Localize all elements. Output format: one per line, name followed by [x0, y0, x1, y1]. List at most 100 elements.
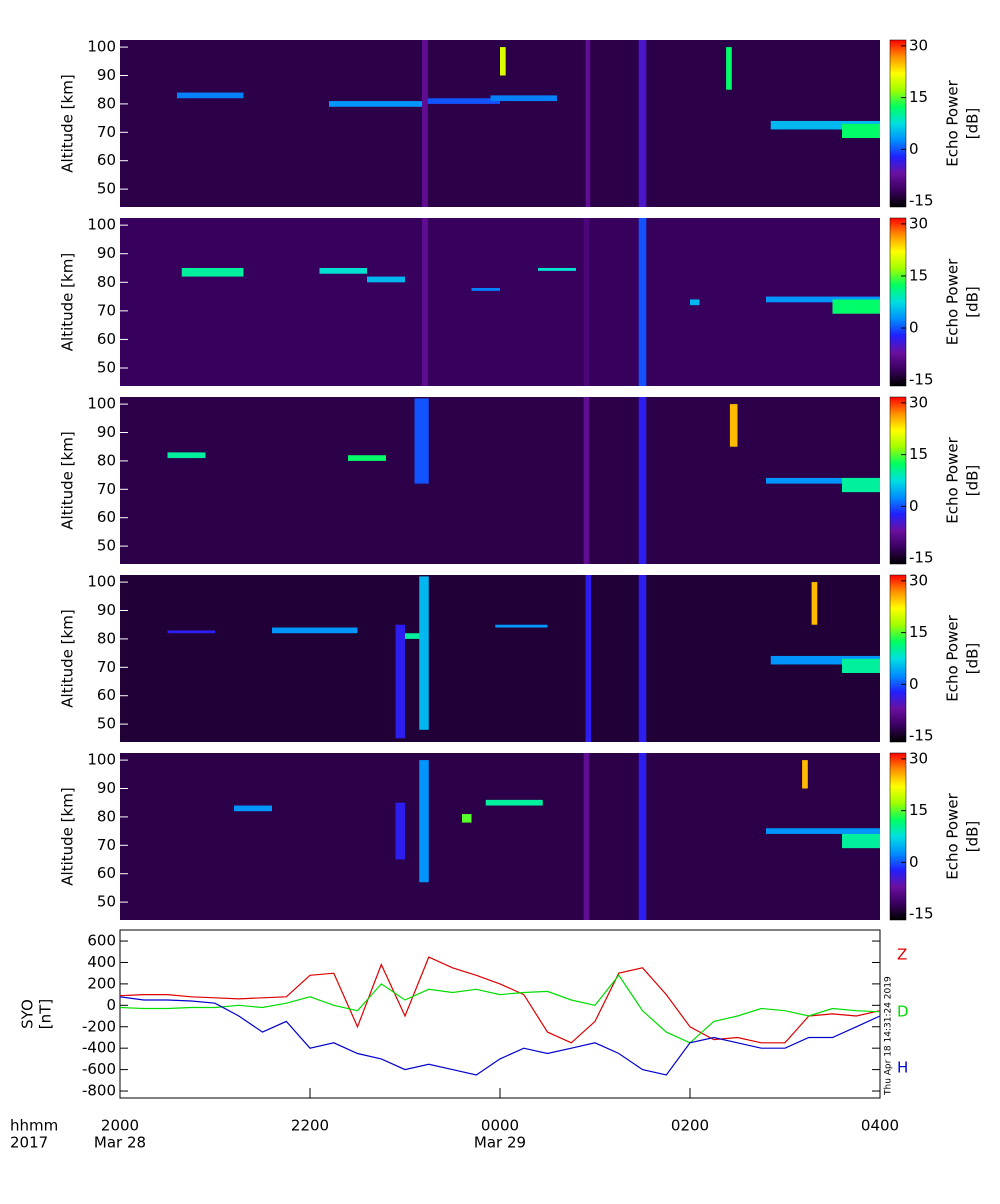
background — [120, 218, 880, 386]
colorbar-unit: [dB] — [964, 821, 982, 853]
echo — [500, 47, 506, 76]
colorbar-tick-label: -15 — [909, 727, 934, 745]
colorbar — [889, 217, 907, 387]
colorbar-unit: [dB] — [964, 286, 982, 318]
colorbar-tick-label: 15 — [909, 266, 928, 284]
y-axis-label: Altitude [km] — [59, 74, 77, 172]
echo — [842, 123, 880, 138]
y-tick-label: 50 — [97, 180, 116, 198]
y-tick-label: 70 — [97, 658, 116, 676]
colorbar-tick-label: 15 — [909, 88, 928, 106]
y-tick-label: 100 — [87, 216, 116, 234]
y-tick-label: -800 — [82, 1082, 116, 1100]
echo — [583, 397, 590, 564]
y-tick-label: 50 — [97, 537, 116, 555]
legend-label: Z — [897, 946, 907, 964]
y-tick-label: 80 — [97, 94, 116, 112]
y-tick-label: 200 — [87, 974, 116, 992]
y-tick-label: 100 — [87, 751, 116, 769]
y-axis-label: Altitude [km] — [59, 609, 77, 707]
colorbar-tick-label: 30 — [909, 749, 928, 767]
x-tick-label: 0400 — [861, 1117, 899, 1135]
colorbar-tick-label: 0 — [909, 140, 919, 158]
colorbar-tick-label: 30 — [909, 571, 928, 589]
y-tick-label: 60 — [97, 686, 116, 704]
y-tick-label: 60 — [97, 864, 116, 882]
echo — [766, 828, 880, 834]
y-tick-label: 0 — [106, 996, 116, 1014]
echo — [638, 218, 647, 386]
y-tick-label: 50 — [97, 359, 116, 377]
echo — [583, 218, 590, 386]
y-axis-label: Altitude [km] — [59, 787, 77, 885]
date-label: Mar 28 — [94, 1134, 146, 1152]
colorbar — [889, 752, 907, 921]
y-tick-label: 90 — [97, 601, 116, 619]
echo — [367, 276, 405, 283]
colorbar-label: Echo Power — [944, 436, 962, 523]
colorbar-tick-label: 30 — [909, 214, 928, 232]
y-tick-label: 60 — [97, 330, 116, 348]
echo — [538, 268, 576, 271]
y-tick-label: 100 — [87, 38, 116, 56]
echo — [181, 268, 244, 277]
y-tick-label: -200 — [82, 1017, 116, 1035]
x-tick-label: 2000 — [101, 1117, 139, 1135]
y-tick-label: 50 — [97, 715, 116, 733]
y-tick-label: 80 — [97, 451, 116, 469]
y-tick-label: 50 — [97, 893, 116, 911]
colorbar-tick-label: 30 — [909, 393, 928, 411]
y-axis-label: Altitude [km] — [59, 431, 77, 529]
echo — [585, 40, 591, 207]
echo — [419, 576, 429, 730]
series-line — [119, 996, 881, 1076]
y-tick-label: 90 — [97, 779, 116, 797]
colorbar-unit: [dB] — [964, 465, 982, 497]
colorbar-tick-label: 15 — [909, 445, 928, 463]
y-tick-label: 90 — [97, 244, 116, 262]
y-tick-label: 70 — [97, 836, 116, 854]
echo — [638, 397, 647, 564]
background — [120, 575, 880, 742]
colorbar-tick-label: 15 — [909, 801, 928, 819]
echo — [348, 455, 386, 461]
echo — [495, 624, 548, 628]
y-tick-label: 100 — [87, 573, 116, 591]
y-tick-label: 90 — [97, 423, 116, 441]
y-axis-unit: [nT] — [37, 999, 55, 1029]
colorbar-tick-label: -15 — [909, 371, 934, 389]
echo — [422, 40, 428, 207]
echo — [770, 120, 880, 130]
y-tick-label: 70 — [97, 301, 116, 319]
echo — [842, 477, 880, 493]
y-tick-label: 80 — [97, 273, 116, 291]
echo — [726, 47, 732, 90]
y-tick-label: 60 — [97, 508, 116, 526]
series-line — [119, 974, 881, 1044]
echo — [638, 40, 647, 207]
echo — [400, 633, 424, 639]
legend-label: D — [897, 1003, 909, 1021]
y-tick-label: 70 — [97, 480, 116, 498]
y-tick-label: 100 — [87, 395, 116, 413]
colorbar-tick-label: -15 — [909, 549, 934, 567]
colorbar-unit: [dB] — [964, 108, 982, 140]
echo — [395, 624, 405, 739]
year-label: 2017 — [10, 1134, 48, 1152]
x-tick-label: 0200 — [671, 1117, 709, 1135]
echo — [585, 575, 592, 742]
y-tick-label: 80 — [97, 807, 116, 825]
echo — [490, 95, 557, 102]
echo — [419, 760, 429, 883]
echo — [422, 218, 428, 386]
y-tick-label: -600 — [82, 1060, 116, 1078]
colorbar-tick-label: -15 — [909, 192, 934, 210]
colorbar — [889, 574, 907, 743]
y-axis-label: SYO — [19, 999, 37, 1029]
echo — [811, 582, 818, 625]
echo — [177, 92, 244, 99]
colorbar-label: Echo Power — [944, 792, 962, 879]
background — [120, 753, 880, 920]
